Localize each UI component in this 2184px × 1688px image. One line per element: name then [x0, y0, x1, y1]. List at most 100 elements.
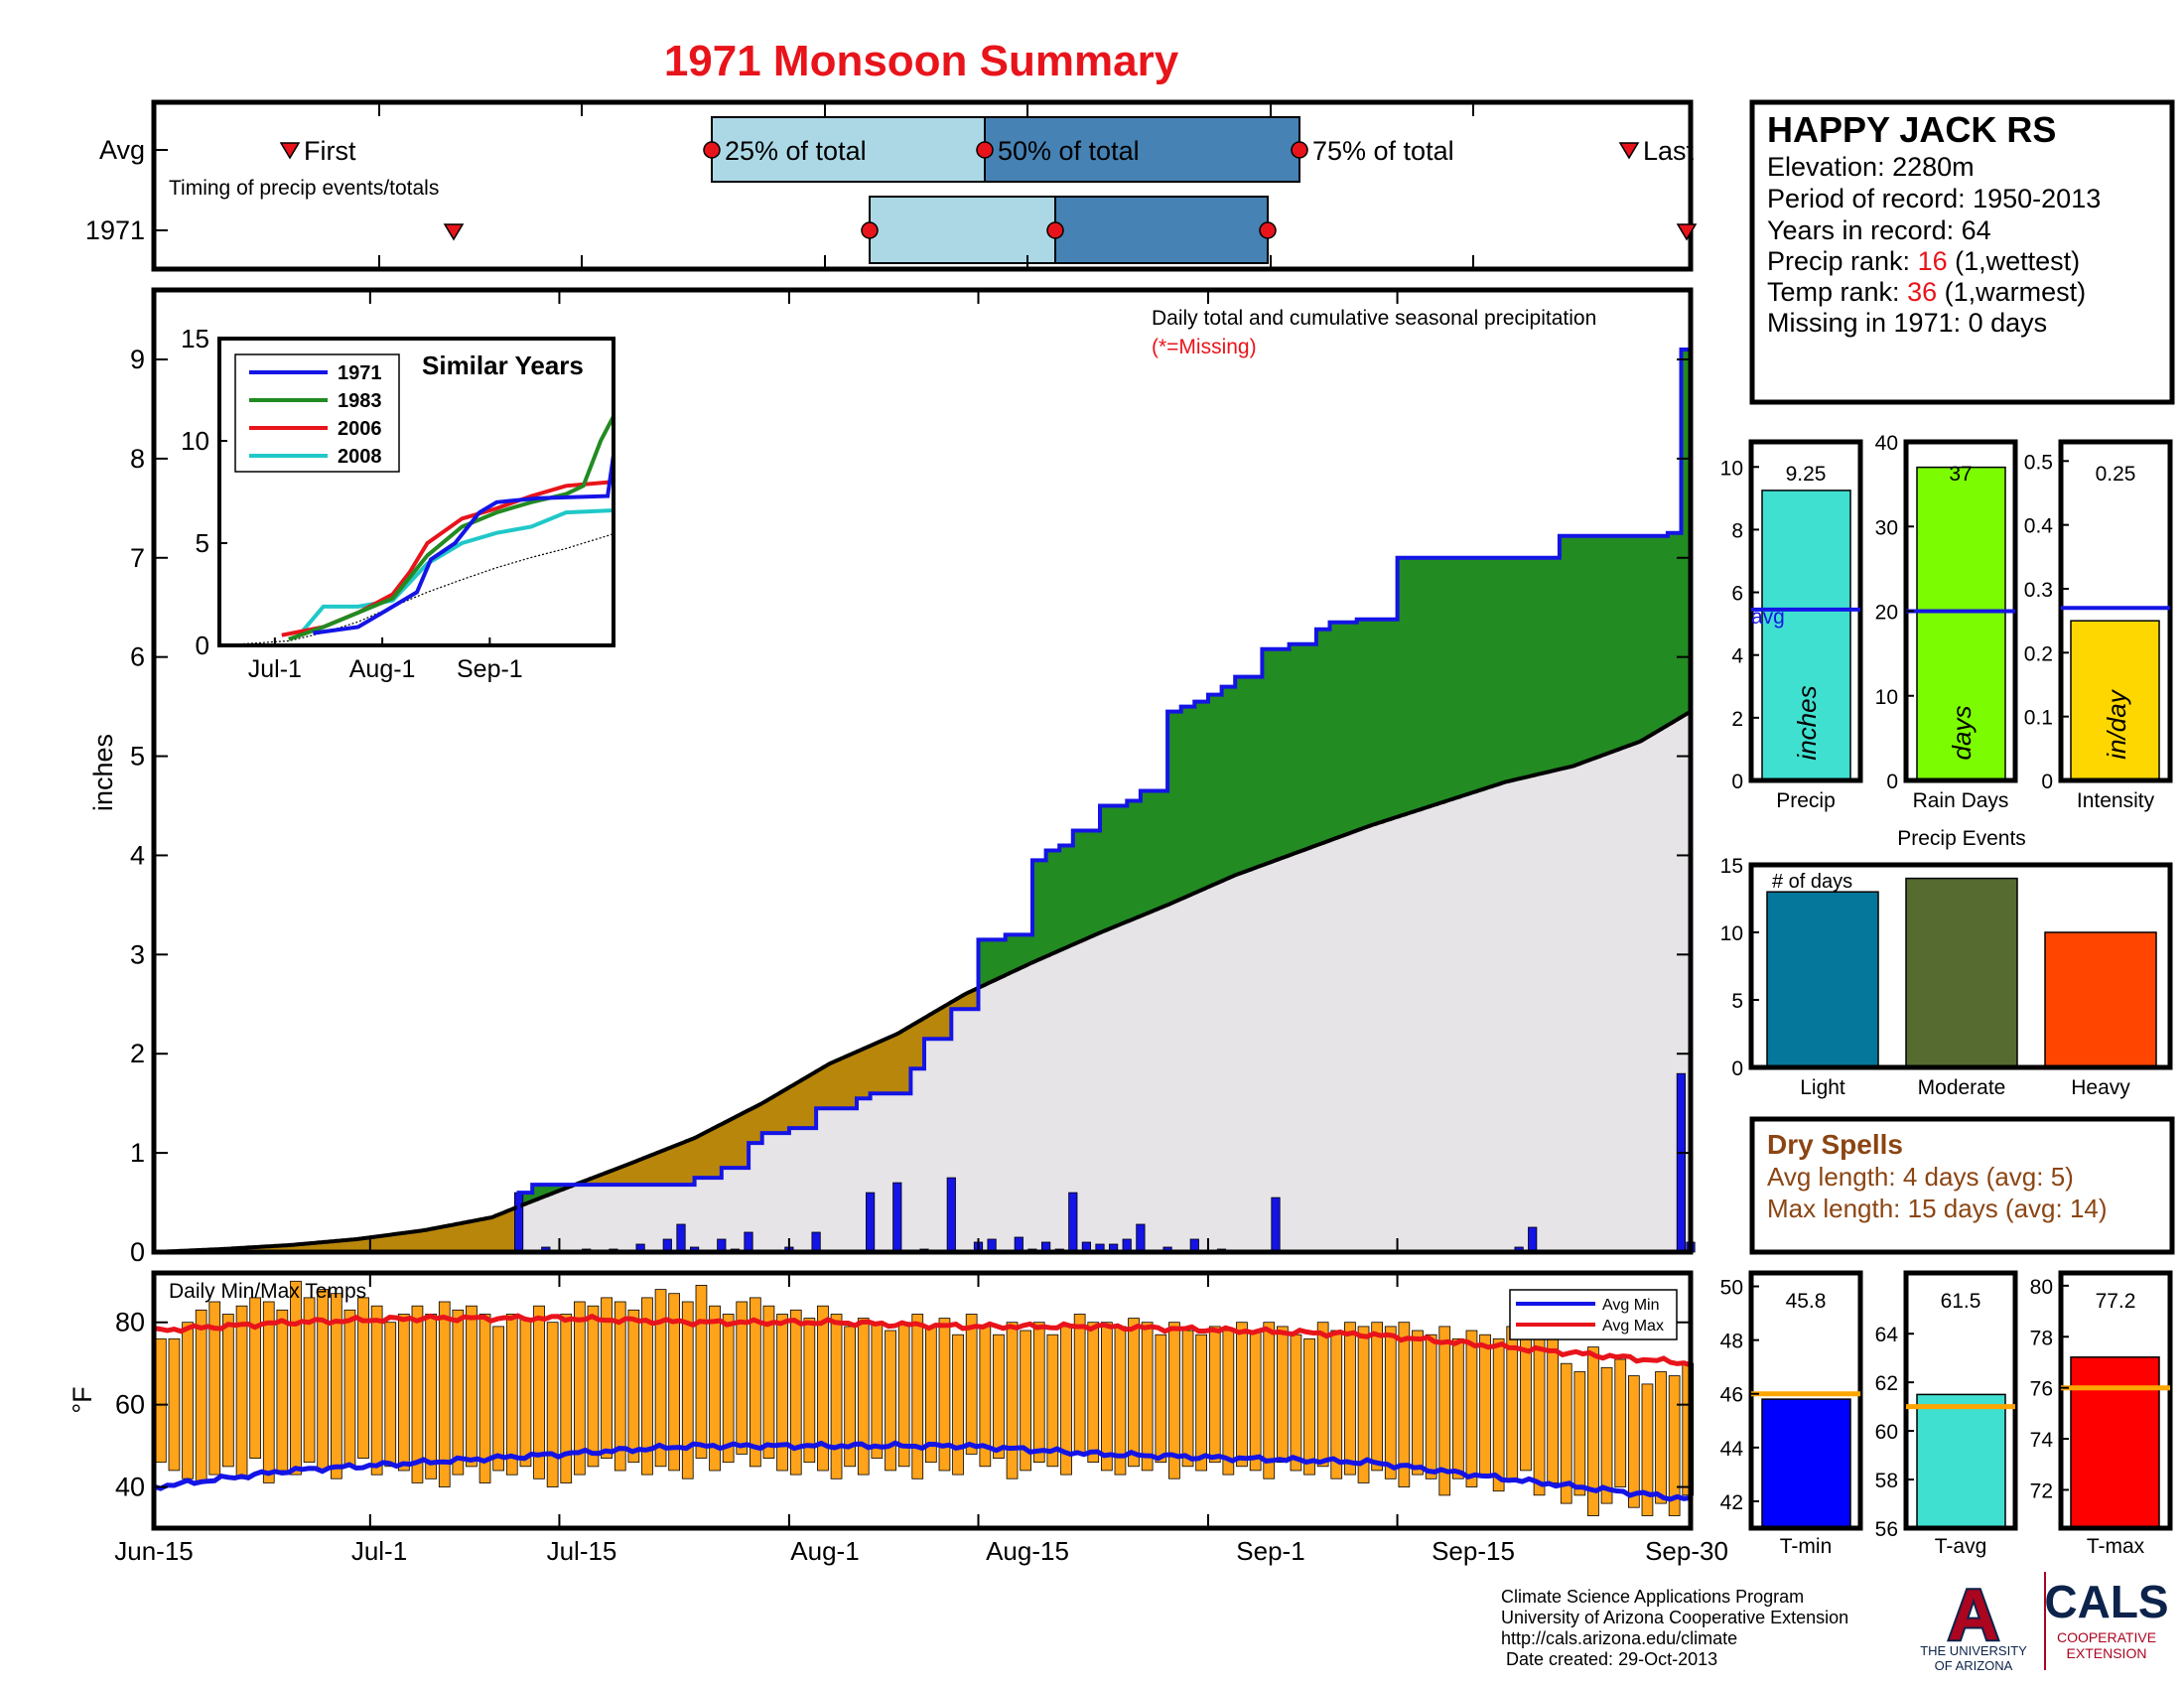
- panel-y-tick-label: 0.2: [2024, 642, 2053, 665]
- inset-series-1983: [288, 415, 615, 641]
- daily-temp-bar: [803, 1318, 816, 1464]
- daily-temp-bar: [276, 1309, 289, 1472]
- daily-temp-bar: [1425, 1334, 1437, 1479]
- tmax-value: 77.2: [2096, 1290, 2136, 1313]
- daily-temp-bar: [830, 1314, 843, 1479]
- daily-temp-bar: [1573, 1371, 1586, 1496]
- avg-q50-box: [984, 116, 1300, 183]
- tmax-panel: 72 74 76 78 80 77.2 T-max: [2030, 1270, 2173, 1558]
- daily-temp-bar: [370, 1305, 383, 1476]
- avg-q25-label: 25% of total: [725, 136, 867, 166]
- avg-last-label: Last: [1643, 136, 1695, 166]
- daily-temp-bar: [750, 1297, 761, 1468]
- tmin-value: 45.8: [1786, 1290, 1827, 1313]
- y-tick-label: 0: [130, 1237, 145, 1267]
- panel-y-tick-label: 0: [1731, 771, 1743, 793]
- legend-avg-min-label: Avg Min: [1602, 1297, 1660, 1314]
- events-y-tick-label: 15: [1720, 855, 1743, 878]
- main-missing-note: (*=Missing): [1152, 336, 1257, 358]
- precip-total-panel: 0 2 4 6 8 10 9.25 avg inches Precip: [1720, 439, 1863, 812]
- daily-precip-bar: [1676, 1072, 1686, 1253]
- panel-y-tick-label: 40: [1875, 432, 1898, 455]
- daily-temp-bar: [1087, 1322, 1100, 1463]
- year-q75-marker: [1259, 221, 1277, 239]
- surplus-fill: [518, 335, 1691, 1206]
- avg-max-line: [153, 1313, 1692, 1368]
- inset-y-tick-label: 5: [196, 528, 209, 558]
- panel-y-tick-label: 6: [1731, 583, 1743, 606]
- cals-coop-line-2: EXTENSION: [2067, 1645, 2147, 1661]
- svg-text:A: A: [1948, 1576, 1999, 1655]
- avg-q75-marker: [1291, 141, 1308, 159]
- daily-temp-bar: [411, 1305, 424, 1483]
- inset-series-2008: [297, 508, 614, 636]
- dry-avg-length: Avg length: 4 days (avg: 5): [1767, 1162, 2074, 1192]
- cumulative-1971-line: [154, 335, 1693, 1254]
- inset-legend-label: 1983: [338, 390, 382, 412]
- inset-y-tick-label: 15: [181, 324, 209, 353]
- temp-y-tick-label: 80: [115, 1308, 145, 1337]
- dry-spells-panel: Dry Spells Avg length: 4 days (avg: 5) M…: [1749, 1116, 2175, 1255]
- panel-y-tick-label: 78: [2030, 1327, 2053, 1349]
- year-q25-marker: [861, 221, 879, 239]
- daily-precip-bar: [866, 1192, 876, 1253]
- avg-q25-marker: [703, 141, 721, 159]
- daily-precip-bar: [676, 1223, 686, 1253]
- main-note: Daily total and cumulative seasonal prec…: [1152, 307, 1596, 330]
- daily-precip-bar: [892, 1182, 902, 1253]
- tmin-label: T-min: [1780, 1535, 1833, 1558]
- x-tick-label: Aug-15: [986, 1536, 1069, 1566]
- daily-temp-bar: [885, 1330, 896, 1472]
- cals-coop-line-1: COOPERATIVE: [2057, 1629, 2156, 1645]
- daily-temp-bar: [1249, 1330, 1262, 1472]
- panel-y-tick-label: 60: [1875, 1421, 1898, 1444]
- daily-precip-bar: [811, 1231, 821, 1253]
- temps-legend: [1509, 1289, 1678, 1340]
- inset-series-1971: [313, 455, 615, 635]
- y-tick-label: 5: [130, 742, 145, 772]
- daily-temp-bar: [654, 1289, 667, 1468]
- precip-value: 9.25: [1786, 463, 1827, 486]
- daily-temp-bar: [817, 1305, 829, 1472]
- daily-temp-bar: [1208, 1326, 1221, 1464]
- daily-temp-bar: [221, 1314, 234, 1468]
- daily-temp-bar: [1263, 1322, 1276, 1479]
- events-title: Precip Events: [1897, 827, 2026, 850]
- temp-y-tick-label: 60: [115, 1390, 145, 1420]
- daily-temp-bar: [1600, 1366, 1613, 1504]
- daily-temp-bar: [1452, 1337, 1464, 1479]
- daily-temp-bar: [262, 1301, 275, 1483]
- inset-frame: [217, 337, 615, 647]
- daily-temp-bar: [857, 1318, 870, 1476]
- daily-temp-bar: [736, 1301, 749, 1455]
- panel-y-tick-label: 44: [1720, 1438, 1744, 1461]
- inset-x-tick-label: Aug-1: [349, 655, 416, 683]
- station-precip-rank: Precip rank: 16 (1,wettest): [1767, 246, 2080, 276]
- avg-q75-label: 75% of total: [1312, 136, 1454, 166]
- tmax-bar: [2070, 1356, 2160, 1529]
- station-years: Years in record: 64: [1767, 215, 1991, 245]
- daily-temp-bar: [1236, 1322, 1248, 1468]
- panel-y-tick-label: 64: [1875, 1324, 1899, 1346]
- daily-temp-bar: [1006, 1322, 1019, 1479]
- timing-panel: Avg 1971 Timing of precip events/totals …: [85, 99, 1698, 272]
- daily-temp-bar: [1655, 1371, 1667, 1504]
- y-tick-label: 7: [130, 543, 145, 573]
- daily-temp-bar: [303, 1297, 316, 1464]
- temps-frame: [151, 1270, 1694, 1531]
- panel-y-tick-label: 0: [2041, 771, 2053, 793]
- x-tick-label: Aug-1: [790, 1536, 859, 1566]
- cals-logo: CALS COOPERATIVE EXTENSION: [2044, 1576, 2168, 1661]
- inset-x-tick-label: Sep-1: [457, 655, 523, 683]
- station-period: Period of record: 1950-2013: [1767, 184, 2101, 213]
- panel-y-tick-label: 2: [1731, 708, 1743, 731]
- daily-temp-bar: [1587, 1346, 1599, 1516]
- daily-temp-bar: [425, 1314, 438, 1479]
- daily-temp-bar: [1384, 1326, 1397, 1479]
- precip-total-bar: [1761, 490, 1851, 781]
- daily-temp-bar: [290, 1280, 302, 1476]
- tavg-label: T-avg: [1935, 1535, 1987, 1558]
- cals-logo-text: CALS: [2044, 1576, 2168, 1627]
- panel-y-tick-label: 48: [1720, 1331, 1743, 1353]
- y-tick-label: 9: [130, 345, 145, 374]
